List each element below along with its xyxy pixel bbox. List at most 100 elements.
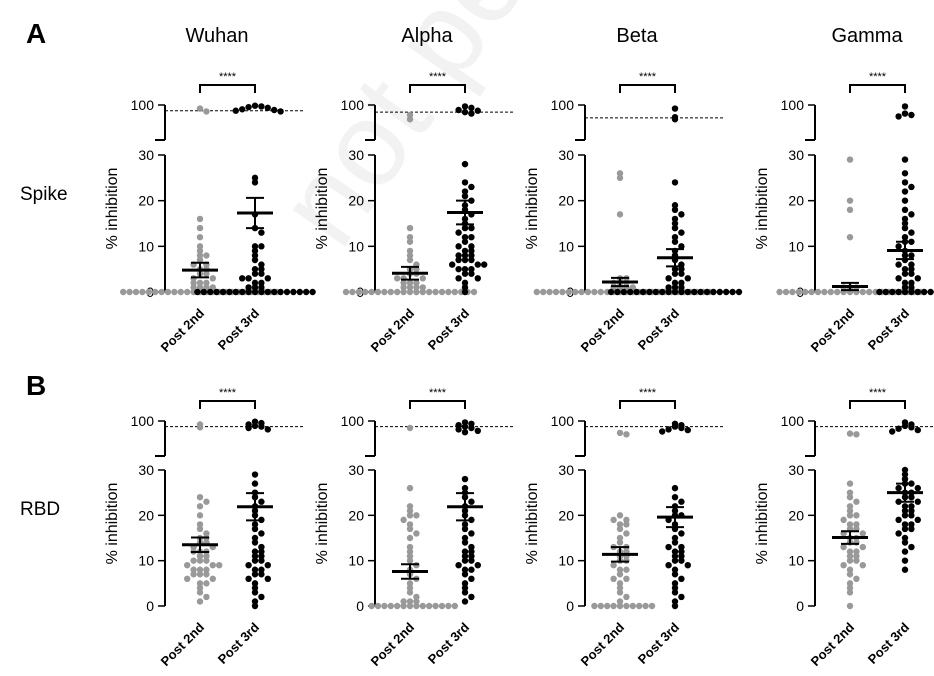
data-point xyxy=(258,261,265,268)
data-point xyxy=(665,543,672,551)
data-point xyxy=(895,113,902,120)
data-point xyxy=(203,108,210,115)
data-point xyxy=(671,179,679,186)
data-point xyxy=(901,234,909,241)
data-point xyxy=(671,224,679,232)
significance-label: **** xyxy=(219,387,237,399)
data-point xyxy=(468,252,475,259)
data-point xyxy=(623,602,630,610)
data-point xyxy=(678,279,685,287)
data-point xyxy=(290,288,297,296)
data-point xyxy=(251,256,259,264)
data-point xyxy=(678,229,685,236)
data-point xyxy=(264,426,271,433)
data-point xyxy=(451,602,458,610)
data-point xyxy=(671,202,679,209)
data-point xyxy=(232,107,239,114)
y-axis-label: % inhibition xyxy=(104,483,121,565)
y-tick-label: 20 xyxy=(348,193,364,209)
data-point xyxy=(196,503,204,510)
y-tick-label: 20 xyxy=(788,193,804,209)
data-point xyxy=(901,265,909,273)
y-tick-label: 100 xyxy=(341,97,365,113)
data-point xyxy=(735,288,743,296)
data-point xyxy=(671,105,679,112)
data-point xyxy=(406,525,414,533)
data-point xyxy=(190,557,197,564)
data-point xyxy=(616,170,624,177)
data-point xyxy=(470,288,478,296)
data-point xyxy=(927,288,934,296)
data-point xyxy=(552,288,560,296)
data-point xyxy=(665,284,672,291)
y-axis-label: % inhibition xyxy=(104,168,121,250)
data-point xyxy=(196,580,204,587)
data-point xyxy=(406,284,414,291)
data-point xyxy=(468,548,475,555)
data-point xyxy=(196,105,204,112)
data-point xyxy=(251,288,259,296)
data-point xyxy=(901,279,909,287)
significance-label: **** xyxy=(639,71,657,83)
data-point xyxy=(468,424,475,432)
data-point xyxy=(671,215,679,223)
data-point xyxy=(846,507,854,514)
data-point xyxy=(671,220,679,227)
data-point xyxy=(846,430,854,437)
data-point xyxy=(846,489,854,496)
data-point xyxy=(126,288,133,296)
data-point xyxy=(413,284,420,291)
data-point xyxy=(678,265,685,273)
data-point xyxy=(196,589,204,596)
data-point xyxy=(251,480,259,487)
significance-label: **** xyxy=(219,71,237,83)
data-point xyxy=(584,288,592,296)
row-label-rbd: RBD xyxy=(20,499,60,520)
data-point xyxy=(461,539,469,546)
data-point xyxy=(455,426,462,433)
data-point xyxy=(461,284,469,291)
data-point xyxy=(432,288,439,296)
significance-bracket xyxy=(849,400,906,409)
data-point xyxy=(616,525,624,533)
data-point xyxy=(245,284,252,291)
data-point xyxy=(258,548,265,555)
data-point xyxy=(468,575,475,582)
data-point xyxy=(623,521,630,528)
data-point xyxy=(251,557,259,564)
data-point xyxy=(196,521,204,528)
data-point xyxy=(468,265,475,273)
data-point xyxy=(374,602,382,610)
data-point xyxy=(406,521,414,528)
x-tick-label: Post 2nd xyxy=(368,305,417,354)
data-point xyxy=(264,275,271,282)
data-point xyxy=(846,571,854,578)
data-point xyxy=(901,103,909,110)
data-point xyxy=(908,252,915,259)
data-point xyxy=(671,284,679,291)
x-tick-label: Post 3rd xyxy=(215,305,262,352)
data-point xyxy=(461,256,469,264)
data-point xyxy=(190,566,197,573)
y-tick-label: 100 xyxy=(131,413,155,429)
data-point xyxy=(177,288,184,296)
data-point xyxy=(895,530,902,537)
y-tick-label: 20 xyxy=(558,193,574,209)
data-point xyxy=(901,156,909,163)
data-point xyxy=(196,234,204,241)
data-point xyxy=(251,580,259,587)
data-point xyxy=(908,521,915,528)
data-point xyxy=(908,265,915,273)
data-point xyxy=(196,247,204,255)
data-point xyxy=(406,589,414,596)
chart-panel: % inhibition 0 10 20 30 100 **** Post 2nd Post 3… xyxy=(524,387,725,669)
significance-label: **** xyxy=(639,387,657,399)
data-point xyxy=(914,275,921,282)
data-point xyxy=(400,516,407,524)
data-point xyxy=(258,552,265,560)
data-point xyxy=(901,170,909,177)
data-point xyxy=(468,224,475,232)
data-point xyxy=(419,275,426,282)
data-point xyxy=(908,288,915,296)
y-axis-label: % inhibition xyxy=(314,168,331,250)
